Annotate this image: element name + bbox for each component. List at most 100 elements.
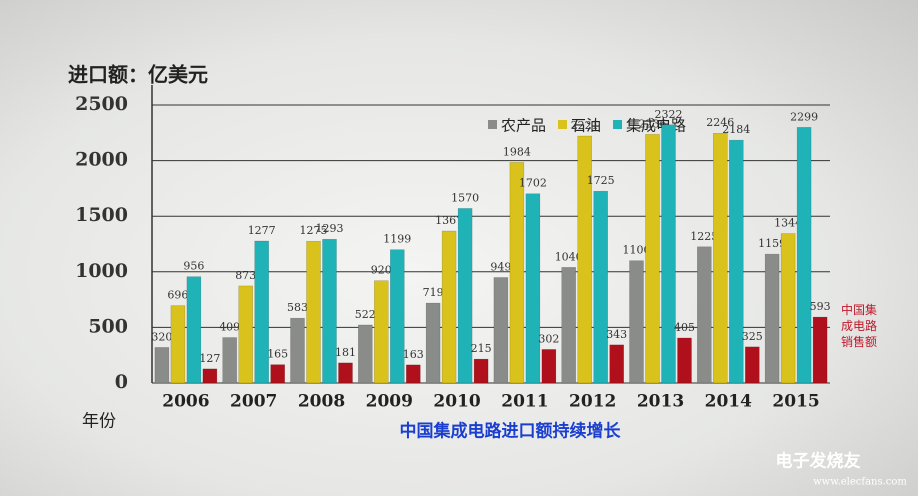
bar bbox=[154, 347, 170, 384]
value-label: 405 bbox=[674, 321, 695, 334]
bar bbox=[609, 344, 624, 384]
y-axis-label: 进口额：亿美元 bbox=[68, 63, 208, 87]
value-label: 1702 bbox=[519, 177, 547, 190]
bar bbox=[238, 285, 253, 384]
bar bbox=[812, 316, 828, 384]
bar bbox=[577, 135, 592, 384]
bar bbox=[729, 139, 744, 384]
bar bbox=[780, 233, 796, 384]
x-tick-label: 2006 bbox=[162, 392, 209, 412]
bar bbox=[593, 190, 608, 384]
value-label: 409 bbox=[219, 321, 240, 334]
bar bbox=[629, 260, 644, 384]
bar bbox=[697, 246, 712, 384]
bar bbox=[661, 124, 676, 384]
bar bbox=[406, 364, 421, 384]
bar bbox=[677, 337, 692, 384]
value-label: 1293 bbox=[316, 222, 344, 235]
legend-swatch bbox=[613, 120, 623, 129]
value-label: 1159 bbox=[758, 237, 786, 250]
legend-swatch bbox=[558, 120, 568, 129]
caption: 中国集成电路进口额持续增长 bbox=[400, 421, 622, 442]
x-tick-label: 2009 bbox=[366, 392, 413, 412]
watermark-url: www.elecfans.com bbox=[813, 477, 907, 488]
x-tick-label: 2013 bbox=[637, 392, 684, 412]
bar bbox=[645, 134, 660, 384]
bar bbox=[509, 162, 525, 384]
value-label: 1275 bbox=[300, 224, 328, 237]
y-tick-label: 2500 bbox=[75, 93, 128, 115]
value-label: 1277 bbox=[248, 224, 276, 237]
value-label: 215 bbox=[471, 342, 492, 355]
value-label: 2221 bbox=[571, 119, 599, 132]
y-tick-label: 1500 bbox=[75, 204, 128, 226]
value-label: 325 bbox=[742, 330, 763, 343]
legend-swatch bbox=[488, 120, 497, 129]
value-label: 1040 bbox=[555, 250, 583, 263]
bar bbox=[764, 253, 780, 384]
bar bbox=[796, 127, 812, 384]
series-annotation: 中国集成电路销售额 bbox=[840, 303, 877, 349]
bar bbox=[270, 364, 285, 384]
legend-label: 石油 bbox=[571, 117, 601, 135]
bar bbox=[561, 267, 576, 384]
value-label: 873 bbox=[235, 269, 256, 282]
x-tick-label: 2012 bbox=[569, 392, 616, 412]
bar bbox=[525, 193, 541, 384]
bar bbox=[493, 277, 509, 384]
y-tick-label: 0 bbox=[115, 371, 128, 393]
bar bbox=[441, 230, 457, 384]
bar bbox=[290, 317, 305, 384]
value-label: 181 bbox=[335, 346, 356, 359]
y-tick-label: 1000 bbox=[75, 260, 128, 282]
x-tick-label: 2010 bbox=[433, 392, 480, 412]
value-label: 920 bbox=[371, 264, 392, 277]
x-tick-label: 2008 bbox=[298, 392, 345, 412]
value-label: 593 bbox=[810, 300, 831, 313]
bar bbox=[358, 324, 373, 384]
y-tick-label: 2000 bbox=[75, 149, 128, 171]
bar bbox=[338, 362, 353, 384]
bar bbox=[374, 280, 389, 384]
value-label: 1570 bbox=[451, 191, 479, 204]
bar bbox=[713, 132, 728, 384]
bar bbox=[425, 302, 441, 384]
bar bbox=[457, 208, 473, 384]
value-label: 1344 bbox=[774, 217, 802, 230]
legend-label: 农产品 bbox=[501, 117, 546, 135]
value-label: 2246 bbox=[706, 116, 734, 129]
value-label: 583 bbox=[287, 301, 308, 314]
value-label: 1984 bbox=[503, 145, 531, 158]
value-label: 2299 bbox=[790, 110, 818, 123]
bar bbox=[390, 249, 405, 384]
value-label: 343 bbox=[606, 328, 627, 341]
x-tick-label: 2015 bbox=[772, 392, 819, 412]
bar bbox=[170, 305, 186, 384]
value-label: 2236 bbox=[639, 117, 667, 130]
value-label: 1199 bbox=[383, 233, 411, 246]
bar bbox=[473, 358, 489, 384]
x-axis-label: 年份 bbox=[82, 412, 116, 432]
value-label: 2322 bbox=[655, 108, 683, 121]
x-tick-label: 2007 bbox=[230, 392, 277, 412]
bar bbox=[306, 240, 321, 384]
value-label: 163 bbox=[403, 348, 424, 361]
value-label: 696 bbox=[167, 289, 188, 302]
y-tick-label: 500 bbox=[88, 315, 128, 337]
watermark: 电子发烧友 bbox=[776, 451, 861, 472]
value-label: 2184 bbox=[722, 123, 750, 136]
bar bbox=[541, 349, 557, 384]
value-label: 127 bbox=[199, 352, 220, 365]
value-label: 522 bbox=[355, 308, 376, 321]
x-tick-label: 2014 bbox=[705, 392, 752, 412]
value-label: 1100 bbox=[623, 244, 651, 257]
value-label: 956 bbox=[183, 260, 204, 273]
bar bbox=[322, 238, 337, 384]
value-label: 320 bbox=[151, 330, 172, 343]
value-label: 165 bbox=[267, 348, 288, 361]
bar bbox=[745, 346, 760, 384]
value-label: 302 bbox=[538, 332, 559, 345]
bar bbox=[254, 240, 269, 384]
value-label: 1725 bbox=[587, 174, 615, 187]
